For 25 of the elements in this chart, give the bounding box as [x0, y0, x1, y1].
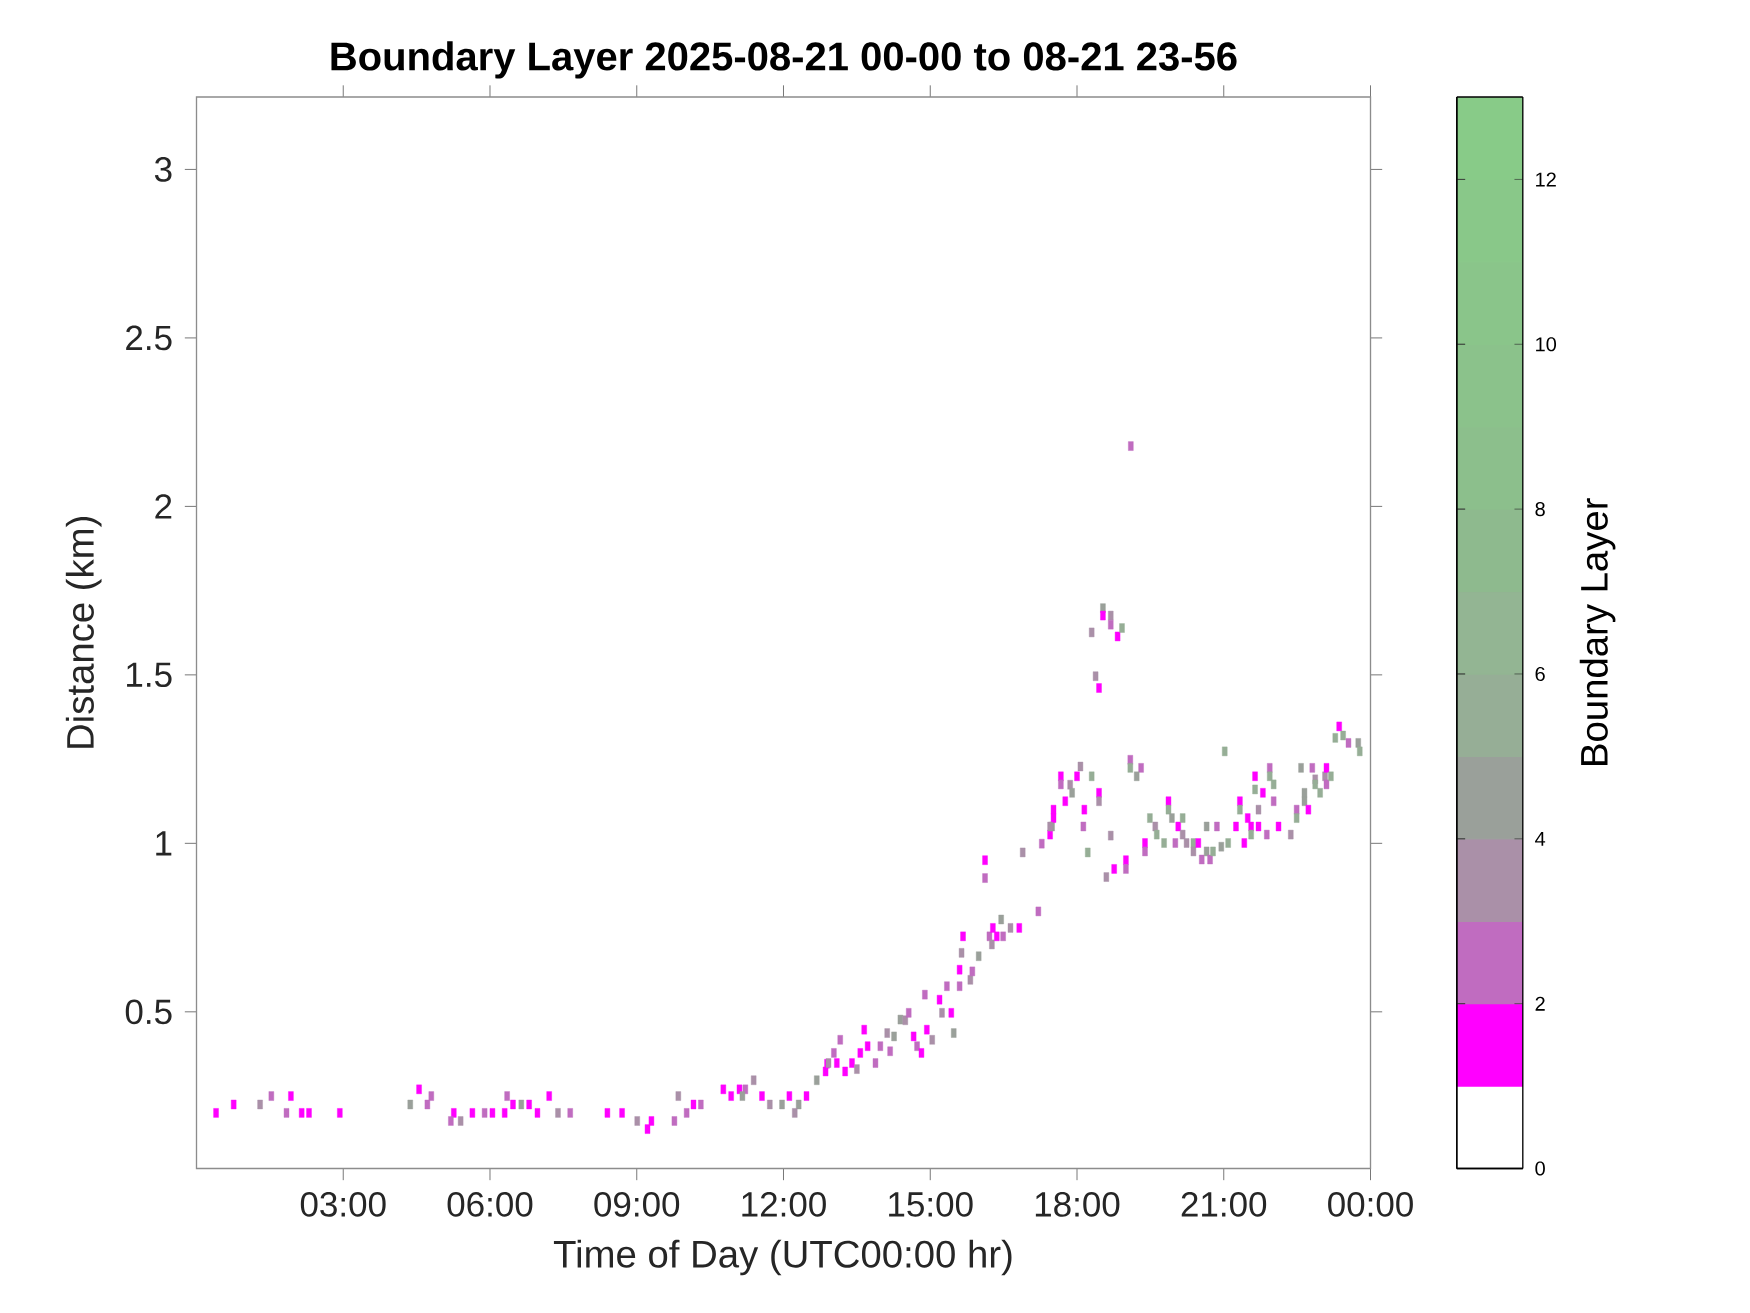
color-bar-label: 6 — [1535, 666, 1545, 682]
x-tick-label: 06:00 — [447, 1191, 533, 1217]
y-tick-label: 1 — [156, 831, 172, 856]
color-bar-label: 8 — [1535, 502, 1545, 517]
color-bar-label: 0 — [1535, 1161, 1545, 1176]
color-bar-title: Boundary Layer — [1579, 498, 1616, 765]
color-bar-label: 10 — [1536, 337, 1557, 352]
x-tick-label: 18:00 — [1035, 1191, 1120, 1217]
x-tick-label: 21:00 — [1181, 1191, 1267, 1217]
chart-title: Boundary Layer 2025-08-21 00-00 to 08-21 23-56 — [331, 41, 1237, 79]
x-tick-label: 09:00 — [594, 1191, 680, 1217]
color-bar-label: 4 — [1535, 831, 1546, 846]
x-tick-label: 03:00 — [300, 1191, 386, 1217]
y-tick-label: 0.5 — [125, 999, 172, 1025]
x-axis-title: Time of Day (UTC00:00 hr) — [553, 1239, 1012, 1276]
x-tick-label: 15:00 — [889, 1191, 973, 1217]
x-tick-label: 00:00 — [1328, 1191, 1413, 1217]
y-axis-title: Distance (km) — [65, 516, 102, 748]
y-tick-label: 2.5 — [126, 325, 172, 351]
y-tick-label: 3 — [154, 157, 172, 182]
color-bar-label: 12 — [1536, 172, 1556, 187]
color-bar-label: 2 — [1535, 996, 1545, 1011]
x-tick-label: 12:00 — [742, 1191, 826, 1217]
y-tick-label: 2 — [155, 494, 172, 519]
y-tick-label: 1.5 — [127, 662, 172, 688]
